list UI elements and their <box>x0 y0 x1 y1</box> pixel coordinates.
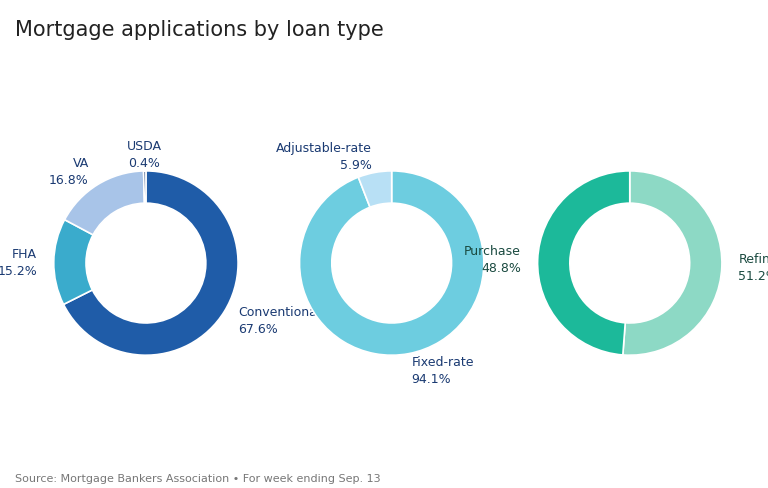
Text: USDA
0.4%: USDA 0.4% <box>127 140 162 170</box>
Wedge shape <box>300 172 484 355</box>
Text: Adjustable-rate
5.9%: Adjustable-rate 5.9% <box>276 142 372 172</box>
Text: Fixed-rate
94.1%: Fixed-rate 94.1% <box>412 355 474 385</box>
Wedge shape <box>54 220 93 305</box>
Text: Refinance
51.2%: Refinance 51.2% <box>738 253 768 283</box>
Text: VA
16.8%: VA 16.8% <box>49 156 89 186</box>
Text: Source: Mortgage Bankers Association • For week ending Sep. 13: Source: Mortgage Bankers Association • F… <box>15 473 381 483</box>
Text: FHA
15.2%: FHA 15.2% <box>0 247 37 277</box>
Text: Conventional
67.6%: Conventional 67.6% <box>239 305 321 335</box>
Wedge shape <box>144 172 146 204</box>
Wedge shape <box>65 172 144 235</box>
Wedge shape <box>538 172 630 355</box>
Text: Mortgage applications by loan type: Mortgage applications by loan type <box>15 20 384 40</box>
Wedge shape <box>359 172 392 208</box>
Wedge shape <box>64 172 238 355</box>
Text: Purchase
48.8%: Purchase 48.8% <box>464 244 521 274</box>
Wedge shape <box>623 172 722 355</box>
